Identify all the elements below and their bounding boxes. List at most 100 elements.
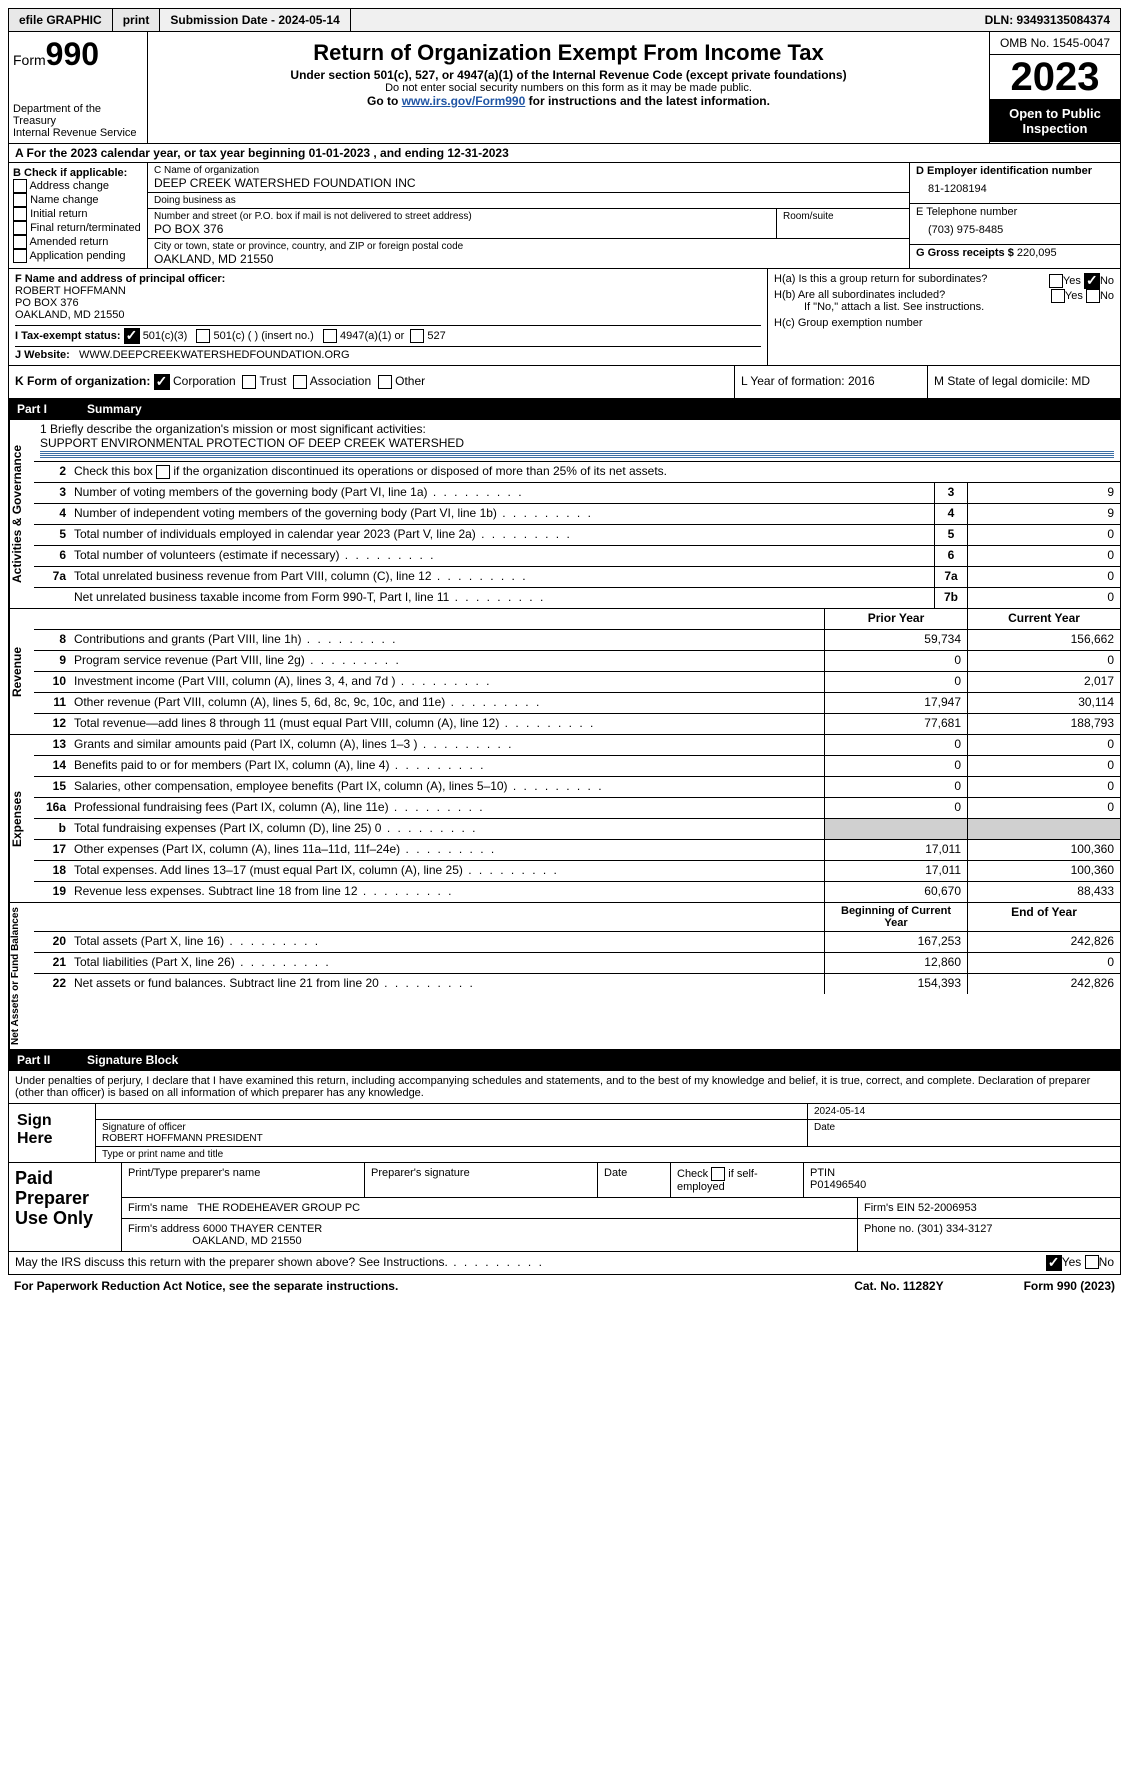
catalog-number: Cat. No. 11282Y bbox=[854, 1279, 943, 1293]
checkbox-address-change[interactable] bbox=[13, 179, 27, 193]
netassets-side-label: Net Assets or Fund Balances bbox=[9, 903, 34, 1049]
open-public-badge: Open to Public Inspection bbox=[990, 100, 1120, 142]
firm-phone-label: Phone no. bbox=[864, 1223, 914, 1235]
print-button[interactable]: print bbox=[113, 9, 161, 31]
summary-row: 15Salaries, other compensation, employee… bbox=[34, 777, 1120, 798]
row-k-l-m: K Form of organization: Corporation Trus… bbox=[8, 366, 1121, 399]
checkbox-name-change[interactable] bbox=[13, 193, 27, 207]
checkbox-trust[interactable] bbox=[242, 375, 256, 389]
mission-question: 1 Briefly describe the organization's mi… bbox=[40, 422, 1114, 436]
tax-exempt-label: I Tax-exempt status: bbox=[15, 330, 121, 342]
summary-row: 11Other revenue (Part VIII, column (A), … bbox=[34, 693, 1120, 714]
ha-no-checked[interactable] bbox=[1084, 273, 1100, 289]
city-value: OAKLAND, MD 21550 bbox=[154, 252, 903, 266]
summary-row: 14Benefits paid to or for members (Part … bbox=[34, 756, 1120, 777]
checkbox-501c3-checked[interactable] bbox=[124, 328, 140, 344]
officer-signature: ROBERT HOFFMANN PRESIDENT bbox=[102, 1133, 263, 1144]
street-value: PO BOX 376 bbox=[154, 222, 770, 236]
firm-name: THE RODEHEAVER GROUP PC bbox=[197, 1202, 360, 1214]
begin-year-header: Beginning of Current Year bbox=[824, 903, 967, 931]
goto-suffix: for instructions and the latest informat… bbox=[525, 94, 770, 108]
revenue-section: Revenue Prior Year Current Year 8Contrib… bbox=[8, 609, 1121, 735]
summary-row: 4Number of independent voting members of… bbox=[34, 504, 1120, 525]
type-name-label: Type or print name and title bbox=[96, 1147, 1120, 1162]
org-name: DEEP CREEK WATERSHED FOUNDATION INC bbox=[154, 176, 903, 190]
checkbox-final-return[interactable] bbox=[13, 221, 27, 235]
checkbox-association[interactable] bbox=[293, 375, 307, 389]
summary-row: 16aProfessional fundraising fees (Part I… bbox=[34, 798, 1120, 819]
omb-number: OMB No. 1545-0047 bbox=[990, 32, 1120, 55]
irs-link[interactable]: www.irs.gov/Form990 bbox=[402, 94, 526, 108]
summary-row: 3Number of voting members of the governi… bbox=[34, 483, 1120, 504]
form-subtitle: Under section 501(c), 527, or 4947(a)(1)… bbox=[154, 68, 983, 82]
hc-label: H(c) Group exemption number bbox=[774, 317, 1114, 329]
summary-row: 8Contributions and grants (Part VIII, li… bbox=[34, 630, 1120, 651]
summary-row: 7aTotal unrelated business revenue from … bbox=[34, 567, 1120, 588]
checkbox-amended-return[interactable] bbox=[13, 235, 27, 249]
form-footer-label: Form 990 (2023) bbox=[1024, 1279, 1115, 1293]
ptin-label: PTIN bbox=[810, 1167, 835, 1179]
checkbox-corporation-checked[interactable] bbox=[154, 374, 170, 390]
line-2-desc: Check this box if the organization disco… bbox=[74, 464, 667, 478]
prior-year-header: Prior Year bbox=[824, 609, 967, 629]
sign-here-label: Sign Here bbox=[9, 1104, 96, 1162]
line-a-period: A For the 2023 calendar year, or tax yea… bbox=[8, 144, 1121, 163]
part-1-header: Part I Summary bbox=[8, 399, 1121, 420]
summary-row: 19Revenue less expenses. Subtract line 1… bbox=[34, 882, 1120, 902]
paperwork-notice: For Paperwork Reduction Act Notice, see … bbox=[14, 1279, 398, 1293]
hb-yes[interactable] bbox=[1051, 289, 1065, 303]
discuss-no[interactable] bbox=[1085, 1255, 1099, 1269]
checkbox-4947[interactable] bbox=[323, 329, 337, 343]
current-year-header: Current Year bbox=[967, 609, 1120, 629]
summary-row: 18Total expenses. Add lines 13–17 (must … bbox=[34, 861, 1120, 882]
form-title: Return of Organization Exempt From Incom… bbox=[154, 40, 983, 66]
form-label: Form bbox=[13, 52, 46, 68]
form-subtitle-2: Do not enter social security numbers on … bbox=[154, 82, 983, 94]
discuss-yes-checked[interactable] bbox=[1046, 1255, 1062, 1271]
mission-answer: SUPPORT ENVIRONMENTAL PROTECTION OF DEEP… bbox=[40, 436, 1114, 450]
checkbox-initial-return[interactable] bbox=[13, 207, 27, 221]
part-1-title: Summary bbox=[87, 402, 142, 416]
checkbox-discontinued[interactable] bbox=[156, 465, 170, 479]
summary-row: bTotal fundraising expenses (Part IX, co… bbox=[34, 819, 1120, 840]
prep-date-header: Date bbox=[598, 1163, 671, 1197]
summary-row: 13Grants and similar amounts paid (Part … bbox=[34, 735, 1120, 756]
room-label: Room/suite bbox=[783, 211, 903, 222]
org-name-label: C Name of organization bbox=[154, 165, 903, 176]
signature-block: Under penalties of perjury, I declare th… bbox=[8, 1071, 1121, 1252]
checkbox-501c-other[interactable] bbox=[196, 329, 210, 343]
state-domicile: M State of legal domicile: MD bbox=[928, 366, 1120, 398]
expenses-section: Expenses 13Grants and similar amounts pa… bbox=[8, 735, 1121, 903]
street-label: Number and street (or P.O. box if mail i… bbox=[154, 211, 770, 222]
summary-row: 5Total number of individuals employed in… bbox=[34, 525, 1120, 546]
self-employed-label: Check if self-employed bbox=[671, 1163, 804, 1197]
phone-value: (703) 975-8485 bbox=[916, 218, 1114, 242]
penalty-text: Under penalties of perjury, I declare th… bbox=[9, 1071, 1120, 1103]
hb-no[interactable] bbox=[1086, 289, 1100, 303]
form-org-label: K Form of organization: bbox=[15, 374, 150, 388]
summary-row: 9Program service revenue (Part VIII, lin… bbox=[34, 651, 1120, 672]
ein-label: D Employer identification number bbox=[916, 165, 1114, 177]
checkbox-self-employed[interactable] bbox=[711, 1167, 725, 1181]
page-footer: For Paperwork Reduction Act Notice, see … bbox=[8, 1275, 1121, 1297]
top-bar: efile GRAPHIC print Submission Date - 20… bbox=[8, 8, 1121, 32]
checkbox-527[interactable] bbox=[410, 329, 424, 343]
website-label: J Website: bbox=[15, 349, 70, 361]
part-2-label: Part II bbox=[17, 1053, 87, 1067]
officer-name: ROBERT HOFFMANN bbox=[15, 285, 761, 297]
phone-label: E Telephone number bbox=[916, 206, 1114, 218]
ha-yes[interactable] bbox=[1049, 274, 1063, 288]
column-b-checkboxes: B Check if applicable: Address change Na… bbox=[9, 163, 148, 268]
department-label: Department of the Treasury Internal Reve… bbox=[13, 103, 143, 139]
summary-row: Net unrelated business taxable income fr… bbox=[34, 588, 1120, 608]
officer-street: PO BOX 376 bbox=[15, 297, 761, 309]
website-value: WWW.DEEPCREEKWATERSHEDFOUNDATION.ORG bbox=[79, 349, 350, 361]
governance-section: Activities & Governance 1 Briefly descri… bbox=[8, 420, 1121, 609]
firm-addr2: OAKLAND, MD 21550 bbox=[192, 1235, 301, 1247]
ein-value: 81-1208194 bbox=[916, 177, 1114, 201]
checkbox-other[interactable] bbox=[378, 375, 392, 389]
prep-sig-header: Preparer's signature bbox=[365, 1163, 598, 1197]
efile-label: efile GRAPHIC bbox=[9, 9, 113, 31]
summary-row: 12Total revenue—add lines 8 through 11 (… bbox=[34, 714, 1120, 734]
checkbox-application-pending[interactable] bbox=[13, 249, 27, 263]
